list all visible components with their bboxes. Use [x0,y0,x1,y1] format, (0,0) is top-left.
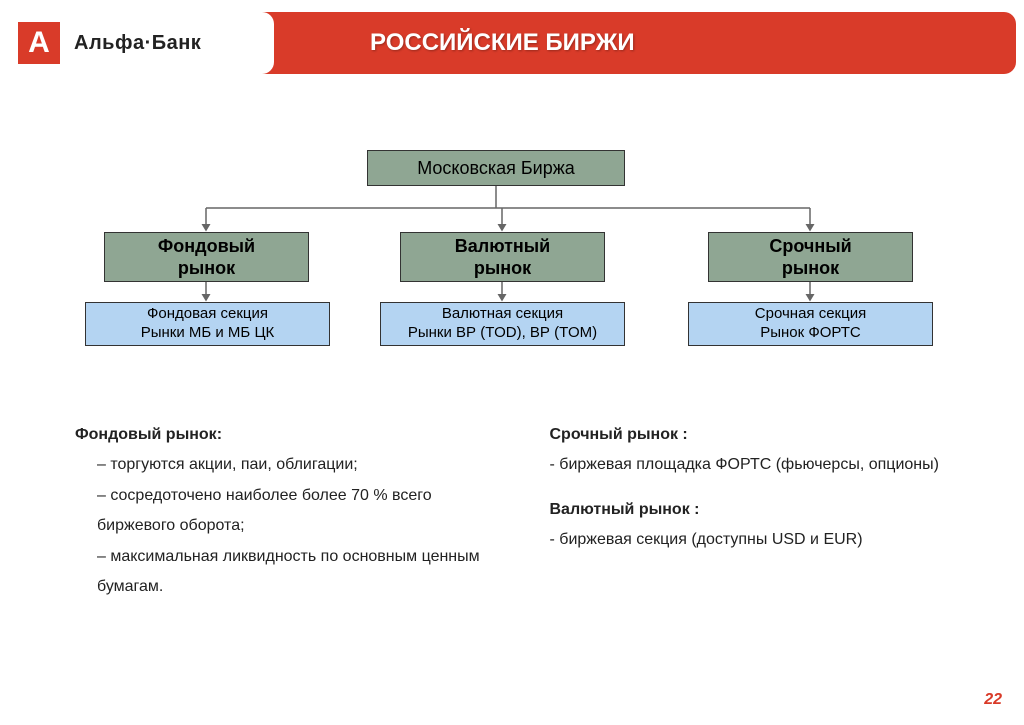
section-derivatives-label: Срочная секцияРынок ФОРТС [755,305,866,343]
description-left: Фондовый рынок: – торгуются акции, паи, … [75,420,490,602]
section-derivatives: Срочная секцияРынок ФОРТС [688,302,933,346]
diagram-root: Московская Биржа [367,150,625,186]
branch-derivatives-label: Срочныйрынок [769,235,851,280]
header-band: А Альфа·Банк РОССИЙСКИЕ БИРЖИ [0,12,1016,74]
branch-derivatives-market: Срочныйрынок [708,232,913,282]
desc-right-item: - биржевая секция (доступны USD и EUR) [550,525,965,555]
logo-letter: А [28,26,50,60]
branch-currency-label: Валютныйрынок [455,235,551,280]
branch-stock-label: Фондовыйрынок [158,235,255,280]
desc-right-item: - биржевая площадка ФОРТС (фьючерсы, опц… [550,450,965,480]
desc-right-title-2: Валютный рынок : [550,495,965,525]
desc-left-item: – сосредоточено наиболее более 70 % всег… [75,481,490,542]
section-currency-label: Валютная секцияРынки ВР (TOD), ВР (TOM) [408,305,597,343]
page-number: 22 [984,691,1002,709]
slide-title: РОССИЙСКИЕ БИРЖИ [370,29,635,57]
desc-left-title: Фондовый рынок: [75,420,490,450]
branch-currency-market: Валютныйрынок [400,232,605,282]
logo-icon: А [18,22,60,64]
logo-text: Альфа·Банк [74,32,201,55]
section-stock: Фондовая секцияРынки МБ и МБ ЦК [85,302,330,346]
desc-right-title-1: Срочный рынок : [550,420,965,450]
logo-block: А Альфа·Банк [0,12,274,74]
section-stock-label: Фондовая секцияРынки МБ и МБ ЦК [141,305,275,343]
description-area: Фондовый рынок: – торгуются акции, паи, … [75,420,964,602]
desc-left-item: – максимальная ликвидность по основным ц… [75,542,490,603]
desc-left-item: – торгуются акции, паи, облигации; [75,450,490,480]
section-currency: Валютная секцияРынки ВР (TOD), ВР (TOM) [380,302,625,346]
diagram-root-label: Московская Биржа [417,157,575,180]
description-right: Срочный рынок : - биржевая площадка ФОРТ… [550,420,965,602]
branch-stock-market: Фондовыйрынок [104,232,309,282]
